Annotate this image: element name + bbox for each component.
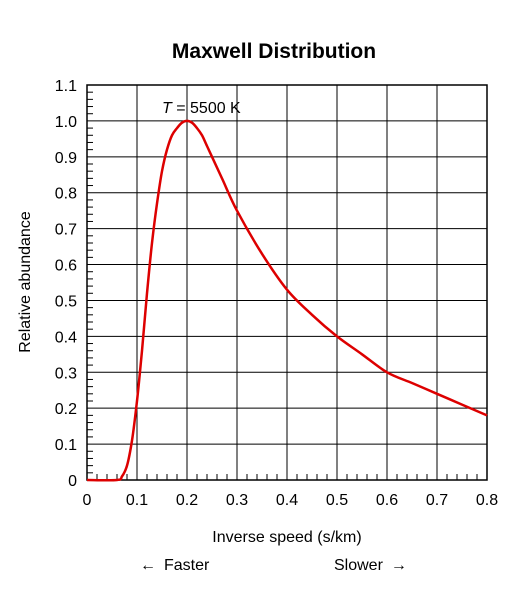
slower-text: Slower <box>334 557 384 574</box>
minor-ticks <box>87 91 478 480</box>
y-tick-label: 0.6 <box>55 258 77 275</box>
x-tick-label: 0.6 <box>376 492 398 509</box>
x-tick-label: 0.5 <box>326 492 348 509</box>
annotation-value: = 5500 K <box>172 100 241 117</box>
x-tick-label: 0 <box>83 492 92 509</box>
x-tick-label: 0.3 <box>226 492 248 509</box>
series-line <box>86 119 488 482</box>
y-tick-label: 0.4 <box>55 329 77 346</box>
y-tick-label: 0 <box>68 473 77 490</box>
grid-lines <box>87 85 487 480</box>
y-tick-label: 0.7 <box>55 222 77 239</box>
x-tick-label: 0.2 <box>176 492 198 509</box>
chart-title: Maxwell Distribution <box>172 40 376 63</box>
y-tick-label: 0.5 <box>55 293 77 310</box>
faster-text: Faster <box>164 557 210 574</box>
x-tick-label: 0.4 <box>276 492 298 509</box>
y-tick-labels: 0 0.1 0.2 0.3 0.4 0.5 0.6 0.7 0.8 0.9 1.0 1.1 <box>55 78 77 490</box>
y-tick-label: 0.3 <box>55 365 77 382</box>
left-arrow-icon: ← <box>140 557 156 574</box>
annotation-label: T = 5500 K <box>162 100 241 117</box>
plot-frame <box>86 84 488 481</box>
x-tick-labels: 0 0.1 0.2 0.3 0.4 0.5 0.6 0.7 0.8 <box>83 492 499 509</box>
annotation-variable: T <box>162 100 173 117</box>
y-tick-label: 1.1 <box>55 78 77 95</box>
slower-label: Slower → <box>334 557 407 574</box>
y-tick-label: 0.1 <box>55 437 77 454</box>
right-arrow-icon: → <box>391 557 407 574</box>
y-tick-label: 1.0 <box>55 114 77 131</box>
x-tick-label: 0.1 <box>126 492 148 509</box>
y-tick-label: 0.8 <box>55 186 77 203</box>
x-axis-label: Inverse speed (s/km) <box>212 529 361 546</box>
faster-label: ← Faster <box>140 557 210 574</box>
x-tick-label: 0.7 <box>426 492 448 509</box>
x-tick-label: 0.8 <box>476 492 498 509</box>
y-tick-label: 0.2 <box>55 401 77 418</box>
y-tick-label: 0.9 <box>55 150 77 167</box>
y-axis-label: Relative abundance <box>17 211 34 353</box>
